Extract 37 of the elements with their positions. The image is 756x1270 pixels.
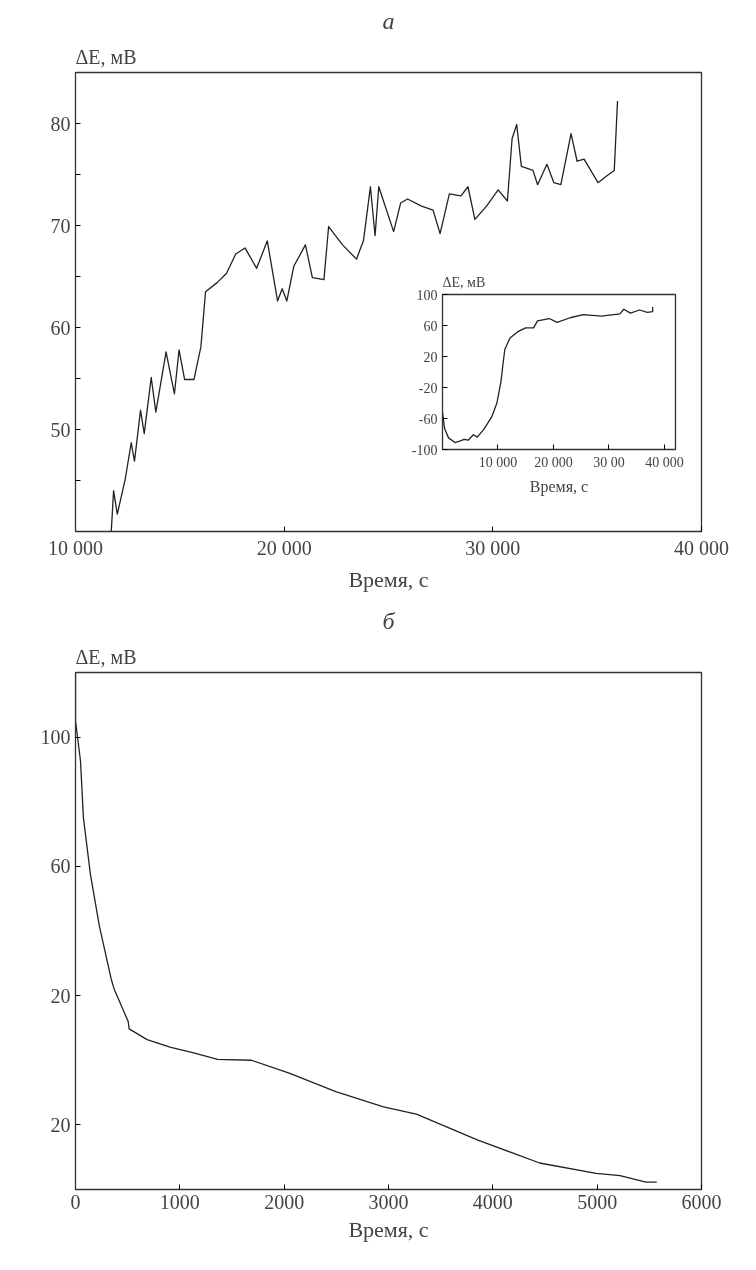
x-tick-label: 6000 — [681, 1190, 722, 1213]
y-tick-label: 50 — [50, 418, 71, 441]
y-tick-label: 20 — [50, 1113, 71, 1136]
y-tick-label: 100 — [416, 287, 438, 303]
x-tick-label: 30 00 — [593, 454, 625, 470]
y-tick-label: 20 — [50, 984, 71, 1007]
y-tick-label: 60 — [423, 318, 438, 334]
x-axis-title: Время, с — [348, 1216, 429, 1242]
y-axis-title: ΔE, мВ — [75, 645, 137, 668]
x-tick-label: 40 000 — [674, 536, 729, 559]
x-tick-label: 2000 — [264, 1190, 305, 1213]
y-tick-label: 60 — [50, 855, 71, 878]
y-tick-label: 70 — [50, 214, 71, 237]
y-tick-label: 60 — [50, 316, 71, 339]
y-tick-label: 100 — [40, 726, 71, 749]
x-axis-title: Время, с — [529, 477, 589, 496]
x-tick-label: 20 000 — [256, 536, 312, 559]
x-tick-label: 5000 — [577, 1190, 618, 1213]
y-tick-label: -100 — [411, 442, 438, 458]
x-tick-label: 1000 — [159, 1190, 200, 1213]
x-axis-title: Время, с — [348, 566, 429, 592]
chart-title: б — [382, 607, 396, 634]
chart-title: а — [382, 7, 395, 34]
x-tick-label: 10 000 — [478, 454, 518, 470]
x-tick-label: 3000 — [368, 1190, 409, 1213]
x-tick-label: 40 000 — [645, 454, 684, 470]
x-tick-label: 30 000 — [465, 536, 521, 559]
y-tick-label: -20 — [418, 380, 438, 396]
y-axis-title: ΔE, мВ — [442, 274, 486, 290]
y-axis-title: ΔE, мВ — [75, 45, 137, 68]
x-tick-label: 10 000 — [48, 536, 103, 559]
y-tick-label: 80 — [50, 112, 71, 135]
y-tick-label: 20 — [423, 349, 438, 365]
x-tick-label: 4000 — [472, 1190, 513, 1213]
x-tick-label: 20 000 — [534, 454, 573, 470]
y-tick-label: -60 — [418, 411, 438, 427]
x-tick-label: 0 — [70, 1190, 81, 1213]
